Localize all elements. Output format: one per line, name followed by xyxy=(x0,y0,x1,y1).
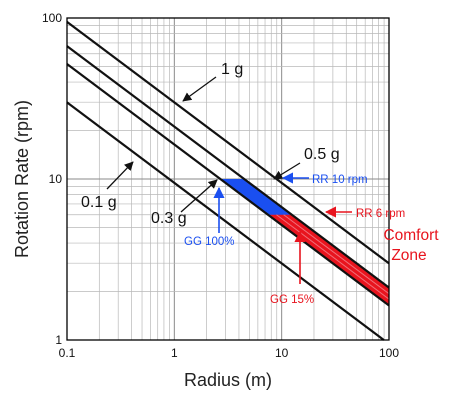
line-0p1g xyxy=(66,101,385,341)
label-0p3g: 0.3 g xyxy=(151,210,187,227)
label-0p1g: 0.1 g xyxy=(81,194,117,211)
label-gg100: GG 100% xyxy=(184,236,235,248)
x-axis-label: Radius (m) xyxy=(184,370,272,390)
line-0p5g xyxy=(66,45,390,289)
label-comfort: Comfort xyxy=(383,227,439,244)
y-tick-label: 10 xyxy=(49,172,63,186)
y-tick-label: 1 xyxy=(55,333,62,347)
y-tick-label: 100 xyxy=(42,11,62,25)
x-tick-label: 0.1 xyxy=(59,346,76,360)
y-axis-label: Rotation Rate (rpm) xyxy=(12,100,32,258)
arrow-0p3g xyxy=(180,179,218,213)
line-1g xyxy=(66,21,390,265)
arrow-1g xyxy=(182,76,217,102)
label-zone: Zone xyxy=(391,247,426,264)
label-1g: 1 g xyxy=(221,61,243,78)
label-rr10rpm: RR 10 rpm xyxy=(312,174,368,186)
arrow-0p1g xyxy=(106,161,134,190)
plot-frame xyxy=(66,17,390,341)
series-lines xyxy=(66,21,390,341)
comfort-zone-shading-line xyxy=(276,214,390,300)
x-tick-label: 100 xyxy=(379,346,399,360)
annotations: 1 g 0.5 g 0.1 g 0.3 g RR 10 rpm RR 6 rpm GG 10… xyxy=(81,61,439,306)
label-rr6rpm: RR 6 rpm xyxy=(356,208,405,220)
x-tick-label: 1 xyxy=(171,346,178,360)
x-tick-label: 10 xyxy=(275,346,289,360)
line-0p3g xyxy=(66,63,390,307)
label-gg15: GG 15% xyxy=(270,294,314,306)
label-0p5g: 0.5 g xyxy=(304,146,340,163)
comfort-zone-shading-line xyxy=(283,214,390,295)
arrow-0p5g xyxy=(273,162,301,180)
